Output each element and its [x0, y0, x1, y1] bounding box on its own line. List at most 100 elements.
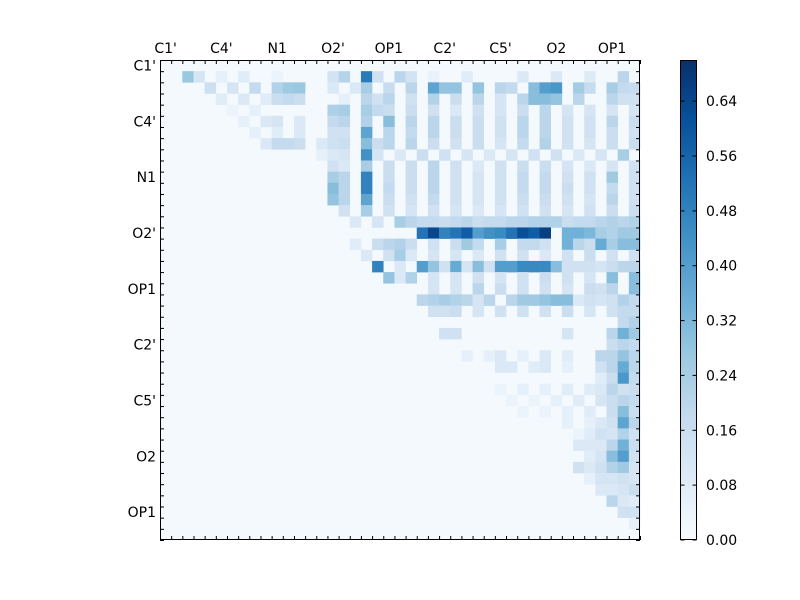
heatmap-cell [628, 260, 641, 273]
heatmap-cell [606, 350, 618, 362]
heatmap-cell [494, 193, 507, 206]
heatmap-cell [561, 260, 574, 273]
heatmap-cell [628, 272, 641, 284]
heatmap-cell [561, 126, 574, 139]
heatmap-cell [573, 238, 585, 251]
heatmap-cell [461, 238, 473, 251]
heatmap-cell [416, 227, 429, 239]
heatmap-cell [327, 149, 339, 161]
heatmap-cell [427, 93, 440, 105]
heatmap-cell [573, 93, 585, 105]
heatmap-cell [472, 249, 485, 262]
heatmap-cell [249, 126, 261, 139]
heatmap-cell [539, 283, 551, 295]
heatmap-cell [427, 171, 440, 184]
heatmap-cell [617, 450, 630, 463]
heatmap-cell [628, 327, 641, 340]
heatmap-cell [595, 383, 607, 396]
heatmap-cell [539, 227, 551, 239]
heatmap-cell [617, 484, 630, 496]
heatmap-cell [405, 82, 418, 94]
heatmap-cell [427, 82, 440, 94]
heatmap-cell [561, 238, 574, 251]
heatmap-cell [550, 93, 563, 105]
heatmap-cell [383, 104, 395, 117]
colorbar-tick-label: 0.64 [706, 94, 737, 110]
heatmap-cell [617, 93, 630, 105]
heatmap-cell [450, 115, 462, 128]
heatmap-cell [517, 383, 529, 396]
heatmap-cell [450, 160, 462, 172]
heatmap-cell [517, 193, 529, 206]
heatmap-cell [405, 171, 418, 184]
heatmap-cell [506, 260, 518, 273]
heatmap-cell [539, 182, 551, 195]
heatmap-cell [539, 294, 551, 306]
heatmap-cell [461, 350, 473, 362]
heatmap-cell [561, 193, 574, 206]
heatmap-cell [617, 216, 630, 228]
heatmap-cell [550, 216, 563, 228]
x-tick-label: O2 [546, 41, 566, 57]
heatmap-cell [517, 160, 529, 172]
heatmap-cell [517, 138, 529, 150]
heatmap-cell [606, 272, 618, 284]
heatmap-cell [539, 249, 551, 262]
heatmap-cell [606, 227, 618, 239]
heatmap-cell [606, 260, 618, 273]
heatmap-cell [561, 115, 574, 128]
x-tick-label: C2' [433, 41, 456, 57]
heatmap-cell [450, 138, 462, 150]
heatmap-cell [584, 227, 596, 239]
heatmap-cell [606, 305, 618, 318]
heatmap-cell [427, 260, 440, 273]
heatmap-cell [439, 294, 451, 306]
y-tick-label: O2 [136, 449, 156, 465]
heatmap-cell [628, 417, 641, 429]
x-tick-label: O2' [321, 41, 345, 57]
heatmap-cell [427, 71, 440, 83]
heatmap-cell [394, 260, 406, 273]
heatmap-cell [427, 104, 440, 117]
heatmap-cell [628, 193, 641, 206]
heatmap-cell [606, 82, 618, 94]
heatmap-cell [539, 193, 551, 206]
heatmap-cell [193, 71, 205, 83]
heatmap-cell [606, 383, 618, 396]
heatmap-cell [461, 294, 473, 306]
heatmap-cell [528, 93, 540, 105]
heatmap-cell [517, 182, 529, 195]
heatmap-cell [595, 394, 607, 407]
heatmap-cell [427, 305, 440, 318]
heatmap-cell [238, 115, 250, 128]
heatmap-cell [483, 294, 496, 306]
colorbar-tick-label: 0.48 [706, 204, 737, 220]
heatmap-cell [394, 216, 406, 228]
heatmap-cell [628, 115, 641, 128]
heatmap-cell [405, 115, 418, 128]
heatmap-cell [606, 216, 618, 228]
heatmap-cell [584, 182, 596, 195]
heatmap-cell [383, 93, 395, 105]
heatmap-cell [528, 149, 540, 161]
heatmap-cell [439, 227, 451, 239]
heatmap-cell [584, 138, 596, 150]
heatmap-cell [617, 339, 630, 351]
heatmap-cell [561, 171, 574, 184]
heatmap-cell [606, 283, 618, 295]
heatmap-cell [360, 149, 373, 161]
heatmap-cell [584, 439, 596, 451]
heatmap-cell [282, 93, 295, 105]
heatmap-cell [606, 406, 618, 418]
colorbar-tick-label: 0.08 [706, 478, 737, 494]
heatmap-cell [628, 450, 641, 463]
heatmap-cell [606, 294, 618, 306]
heatmap-cell [595, 484, 607, 496]
heatmap-cell [628, 249, 641, 262]
heatmap-cell [338, 160, 351, 172]
heatmap-cell [617, 406, 630, 418]
heatmap-cell [338, 115, 351, 128]
heatmap-cell [617, 428, 630, 440]
heatmap-cell [584, 82, 596, 94]
heatmap-cell [628, 171, 641, 184]
